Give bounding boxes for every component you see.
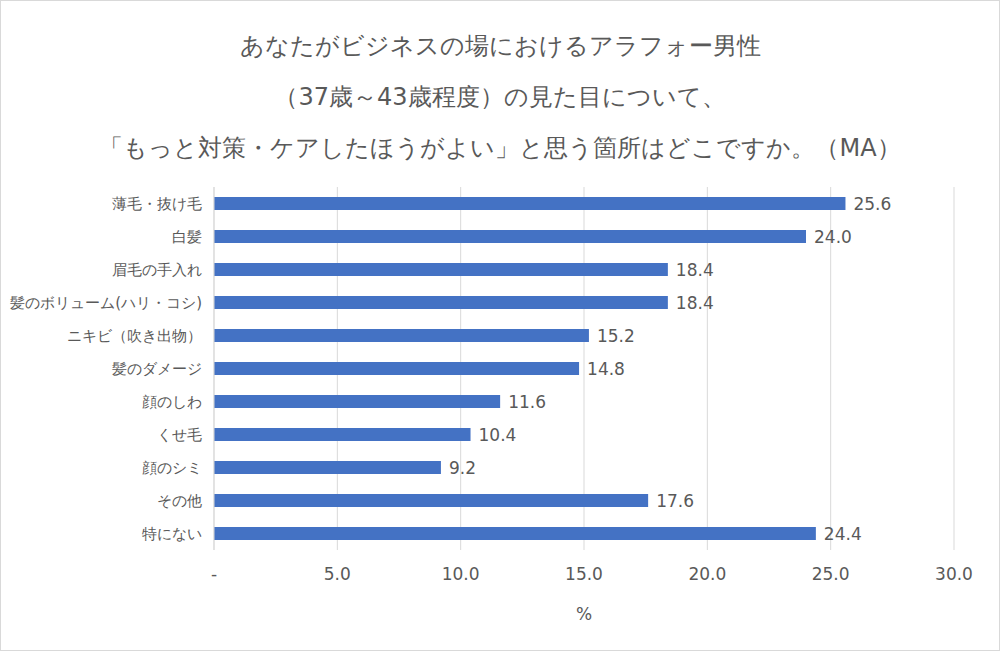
html-text:あなたがビジネスの場におけるアラフォー男性 （37歳～43歳: あなたがビジネスの場におけるアラフォー男性 （37歳～43歳程度）の見た目につい…	[99, 32, 901, 162]
svg-text:顔のシミ: 顔のシミ	[142, 459, 202, 477]
svg-text:15.2: 15.2	[597, 326, 635, 346]
svg-text:25.6: 25.6	[853, 194, 891, 214]
svg-text:5.0: 5.0	[324, 564, 351, 584]
svg-text:14.8: 14.8	[587, 359, 625, 379]
svg-text:24.4: 24.4	[824, 524, 862, 544]
svg-text:24.0: 24.0	[814, 227, 852, 247]
svg-text:10.0: 10.0	[442, 564, 480, 584]
svg-text:ニキビ（吹き出物）: ニキビ（吹き出物）	[67, 327, 202, 345]
svg-text:20.0: 20.0	[688, 564, 726, 584]
svg-text:髪のダメージ: 髪のダメージ	[112, 360, 202, 378]
svg-text:その他: その他	[157, 492, 202, 510]
svg-text:18.4: 18.4	[676, 260, 714, 280]
svg-text:白髪: 白髪	[172, 228, 202, 246]
svg-text:9.2: 9.2	[449, 458, 476, 478]
svg-text:顔のしわ: 顔のしわ	[142, 393, 202, 411]
svg-text:30.0: 30.0	[935, 564, 973, 584]
svg-text:髪のボリューム(ハリ・コシ): 髪のボリューム(ハリ・コシ)	[10, 294, 202, 312]
svg-text:眉毛の手入れ: 眉毛の手入れ	[112, 261, 202, 279]
svg-text:25.0: 25.0	[812, 564, 850, 584]
svg-text:薄毛・抜け毛: 薄毛・抜け毛	[112, 195, 202, 213]
svg-text:特にない: 特にない	[142, 525, 202, 543]
svg-text:-: -	[211, 564, 217, 584]
svg-text:11.6: 11.6	[508, 392, 546, 412]
svg-text:17.6: 17.6	[656, 491, 694, 511]
svg-text:%: %	[576, 604, 592, 624]
svg-text:18.4: 18.4	[676, 293, 714, 313]
svg-text:15.0: 15.0	[565, 564, 603, 584]
svg-text:くせ毛: くせ毛	[157, 426, 202, 444]
svg-text:10.4: 10.4	[479, 425, 517, 445]
